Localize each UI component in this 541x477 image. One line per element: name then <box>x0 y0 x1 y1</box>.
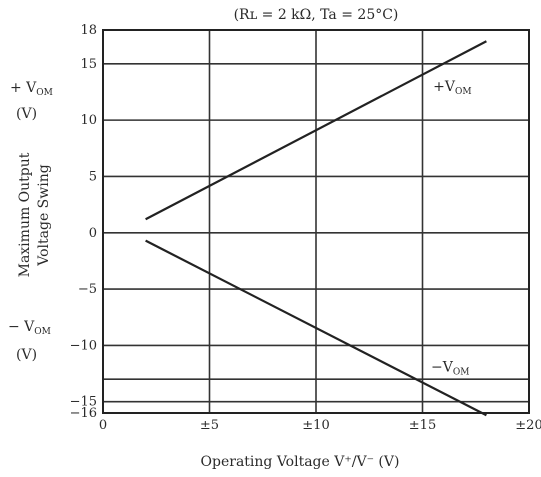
upper-unit-label: + VOM <box>10 80 53 98</box>
plot-frame <box>102 29 530 414</box>
chart-title: (Rʟ = 2 kΩ, Ta = 25°C) <box>234 7 399 23</box>
series-layer: +VOM −VOM <box>145 40 487 417</box>
y-tick-label: 5 <box>89 169 97 184</box>
tick-labels: 0 ±5 ±10 ±15 ±20 18 15 10 5 0 −5 −10 −15−16 <box>70 23 541 433</box>
series-label-0: +VOM <box>433 79 471 97</box>
x-tick-label: ±5 <box>200 418 219 433</box>
series-line-1 <box>145 239 487 417</box>
y-tick-label: 10 <box>80 113 97 128</box>
series-line-0 <box>145 40 487 221</box>
y-axis-title-line-2: Voltage Swing <box>36 164 52 266</box>
y-tick-label: 15 <box>80 57 97 72</box>
x-tick-label: ±10 <box>302 418 329 433</box>
x-tick-label: ±15 <box>409 418 436 433</box>
x-axis-title: Operating Voltage V⁺/V⁻ (V) <box>201 454 400 470</box>
y-tick-label: 18 <box>80 23 97 38</box>
lower-unit: (V) <box>16 347 37 363</box>
y-tick-label: −10 <box>70 338 97 353</box>
lower-unit-label: − VOM <box>8 319 51 337</box>
y-tick-label: −15 <box>70 395 97 410</box>
series-label-1: −VOM <box>431 359 469 377</box>
x-tick-label: ±20 <box>515 418 541 433</box>
y-tick-label: 0 <box>89 226 97 241</box>
y-tick-label: −16 <box>70 406 97 421</box>
y-tick-label: −5 <box>78 282 97 297</box>
upper-unit: (V) <box>16 106 37 122</box>
y-axis-title-line-1: Maximum Output <box>17 152 33 277</box>
x-tick-label: 0 <box>99 418 107 433</box>
